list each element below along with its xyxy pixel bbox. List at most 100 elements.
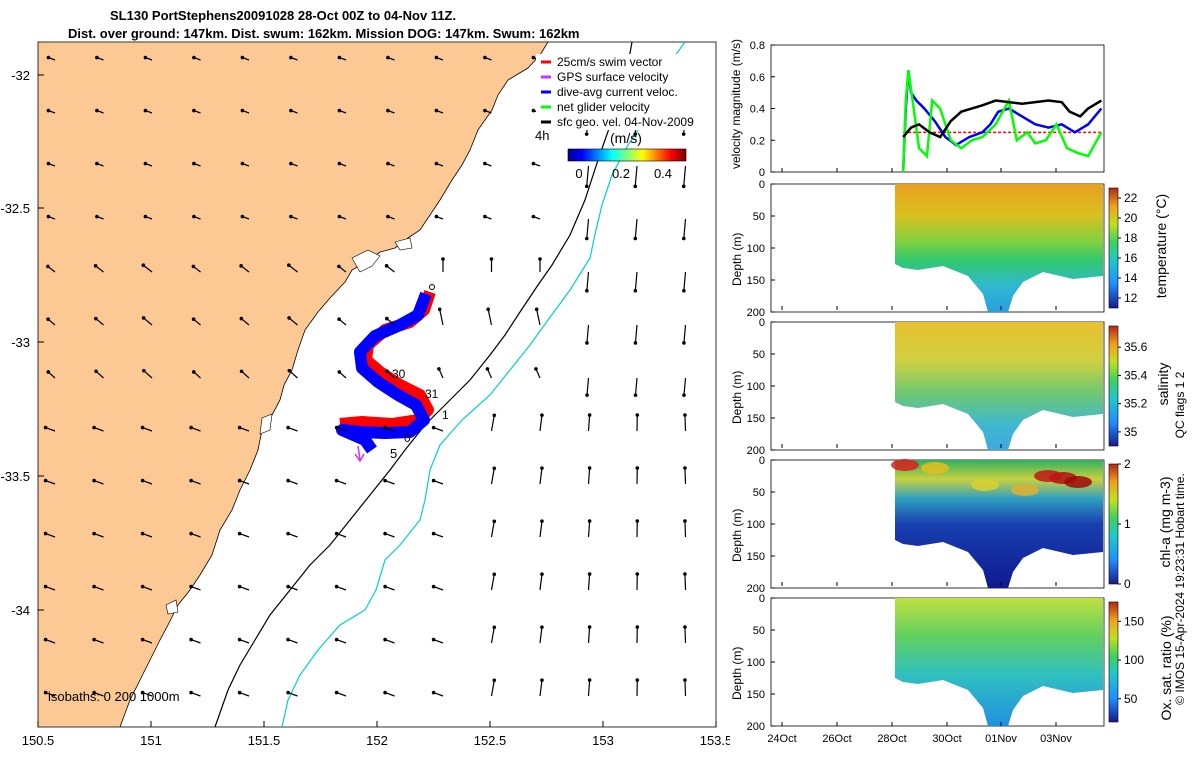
current-vector-head	[141, 638, 145, 642]
current-vector-head	[338, 370, 342, 374]
map-x-tick-label: 151.5	[248, 733, 281, 748]
map-y-tick-label: -33	[11, 335, 30, 350]
current-vector-head	[386, 56, 390, 60]
current-vector-head	[435, 215, 439, 219]
current-vector-head	[192, 215, 196, 219]
current-vector-head	[633, 185, 637, 189]
current-vector-head	[192, 265, 196, 269]
oxygen-colorbar-tick-label: 100	[1124, 653, 1144, 667]
current-vector-head	[585, 185, 589, 189]
current-vector-head	[490, 257, 494, 261]
depth-tick-label: 150	[747, 689, 765, 701]
depth-tick-label: 200	[747, 721, 765, 733]
current-vector-head	[335, 691, 339, 695]
current-vector-head	[633, 237, 637, 241]
day-label-30: 30	[392, 367, 406, 381]
depth-tick-label: 0	[759, 593, 765, 605]
current-vector-head	[338, 162, 342, 166]
current-vector-head	[540, 413, 544, 417]
current-vector-head	[286, 585, 290, 589]
current-vector-head	[435, 109, 439, 113]
current-vector-head	[540, 625, 544, 629]
current-vector-head	[538, 257, 542, 261]
temperature-colorbar-tick-label: 12	[1124, 291, 1138, 305]
current-vector-head	[338, 215, 342, 219]
chla-patch	[1011, 484, 1039, 496]
current-vector-head	[241, 162, 245, 166]
depth-tick-label: 0	[759, 179, 765, 191]
current-vector-head	[95, 162, 99, 166]
current-vector-head	[383, 585, 387, 589]
current-vector-head	[634, 393, 638, 397]
current-vector-head	[241, 215, 245, 219]
map-y-tick-label: -32	[11, 68, 30, 83]
current-vector-head	[338, 56, 342, 60]
current-vector-head	[585, 393, 589, 397]
current-vector-head	[386, 162, 390, 166]
current-vector-head	[683, 625, 687, 629]
current-vector-head	[47, 215, 51, 219]
depth-tick-label: 0	[759, 317, 765, 329]
current-vector-head	[683, 678, 687, 682]
current-vector-head	[483, 162, 487, 166]
current-vector-head	[383, 532, 387, 536]
current-vector-head	[95, 109, 99, 113]
map-x-tick-label: 151	[140, 733, 162, 748]
current-vector-head	[432, 585, 436, 589]
current-vector-head	[335, 638, 339, 642]
current-vector-head	[240, 370, 244, 374]
current-vector-head	[682, 393, 686, 397]
current-vector-head	[532, 162, 536, 166]
chla-cbar-label: chl-a (mg m-3)	[1157, 462, 1173, 582]
current-vector-head	[383, 479, 387, 483]
date-tick-label: 30Oct	[932, 733, 961, 745]
map-x-tick-label: 152	[366, 733, 388, 748]
current-vector-head	[383, 638, 387, 642]
current-vector-head	[241, 56, 245, 60]
current-vector-head	[92, 585, 96, 589]
current-vector-head	[44, 426, 48, 430]
velocity-ylabel: velocity magnitude (m/s)	[729, 49, 743, 169]
current-vector-head	[683, 466, 687, 470]
current-vector-head	[46, 317, 50, 321]
current-vector-head	[635, 519, 639, 523]
current-vector-head	[386, 215, 390, 219]
current-vector-head	[683, 572, 687, 576]
current-vector-head	[441, 257, 445, 261]
interval-label: 4h	[535, 128, 549, 143]
current-vector-head	[144, 56, 148, 60]
velocity-y-tick-label: 0	[759, 167, 765, 179]
current-vector-head	[142, 316, 146, 320]
current-vector-head	[588, 466, 592, 470]
depth-tick-label: 50	[753, 487, 765, 499]
current-vector-head	[535, 308, 539, 312]
temperature-cbar-label: temperature (°C)	[1153, 181, 1169, 311]
current-vector-head	[635, 572, 639, 576]
temperature-colorbar-tick-label: 22	[1124, 191, 1138, 205]
current-vector-head	[585, 132, 589, 136]
chla-patch	[921, 462, 949, 474]
salinity-colorbar-tick-label: 35.2	[1124, 397, 1148, 411]
velocity-y-tick-label: 0.8	[750, 40, 765, 52]
current-vector-head	[486, 308, 490, 312]
chla-patch	[1064, 476, 1092, 488]
map-y-tick-label: -34	[11, 603, 30, 618]
current-vector-head	[92, 479, 96, 483]
current-vector-head	[192, 317, 196, 321]
current-vector-head	[385, 317, 389, 321]
legend-label: 25cm/s swim vector	[557, 55, 662, 69]
depth-label-ox: Depth (m)	[730, 630, 744, 700]
current-vector-head	[435, 56, 439, 60]
date-tick-label: 01Nov	[985, 733, 1017, 745]
legend-label: net glider velocity	[557, 100, 650, 114]
velocity-y-tick-label: 0.4	[750, 104, 765, 116]
current-vector-head	[44, 532, 48, 536]
current-vector	[685, 415, 686, 431]
depth-tick-label: 150	[747, 413, 765, 425]
current-vector-head	[92, 638, 96, 642]
current-vector-head	[634, 341, 638, 345]
current-vector-head	[239, 264, 243, 268]
chla-patch	[891, 459, 919, 471]
